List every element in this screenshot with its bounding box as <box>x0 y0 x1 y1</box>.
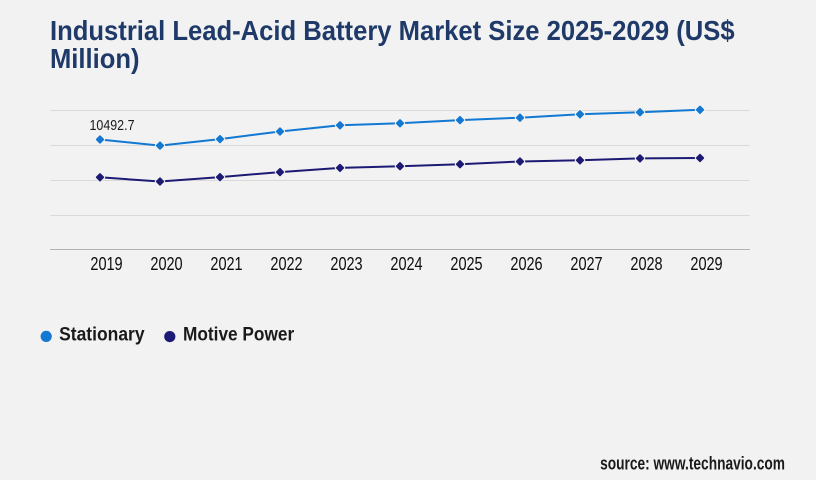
svg-text:2025: 2025 <box>450 254 482 274</box>
svg-text:Industrial Lead-Acid Battery M: Industrial Lead-Acid Battery Market Size… <box>50 15 735 46</box>
svg-text:2021: 2021 <box>210 254 242 274</box>
svg-text:Million): Million) <box>50 43 140 74</box>
svg-text:Motive Power: Motive Power <box>183 324 295 345</box>
svg-text:2020: 2020 <box>150 254 182 274</box>
svg-text:10492.7: 10492.7 <box>90 117 135 134</box>
svg-text:2019: 2019 <box>90 254 122 274</box>
svg-text:2022: 2022 <box>270 254 302 274</box>
svg-text:2024: 2024 <box>390 254 422 274</box>
svg-text:source: www.technavio.com: source: www.technavio.com <box>600 454 785 474</box>
svg-text:2027: 2027 <box>570 254 602 274</box>
svg-text:2023: 2023 <box>330 254 362 274</box>
svg-text:2029: 2029 <box>690 254 722 274</box>
svg-text:Stationary: Stationary <box>59 324 145 345</box>
svg-text:2028: 2028 <box>630 254 662 274</box>
svg-text:2026: 2026 <box>510 254 542 274</box>
